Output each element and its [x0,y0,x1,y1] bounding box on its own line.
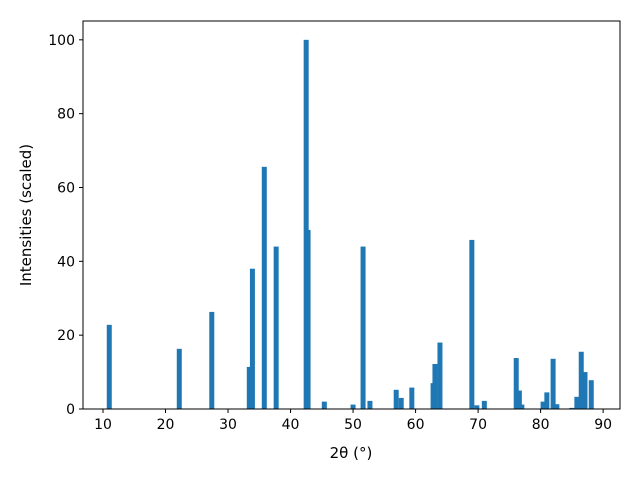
bar [176,348,182,409]
bar [409,387,415,409]
bar [305,229,311,409]
y-tick-label: 100 [48,33,75,49]
y-tick-label: 40 [57,254,75,270]
bar [540,401,546,409]
bar [393,389,399,409]
bar [106,324,112,409]
y-tick-label: 80 [57,107,75,123]
bar [474,405,480,409]
bar [261,166,267,409]
bar [432,363,438,409]
bar [519,404,525,409]
y-tick-label: 20 [57,328,75,344]
y-axis-label: Intensities (scaled) [17,144,35,286]
x-tick-label: 70 [469,417,487,433]
x-tick-label: 40 [282,417,300,433]
x-tick-label: 30 [219,417,237,433]
bar [574,396,580,409]
x-tick-label: 80 [532,417,550,433]
bar [578,351,584,409]
x-tick-label: 20 [157,417,175,433]
bar [367,400,373,409]
bar [246,366,252,409]
bar [582,372,588,409]
bar [398,397,404,409]
y-tick-label: 60 [57,180,75,196]
bar [321,401,327,409]
bar [516,390,522,409]
bar [550,358,556,409]
plot-frame [82,20,621,410]
bar [437,342,443,409]
x-tick-label: 10 [94,417,112,433]
bar [249,268,255,409]
y-tick-label: 0 [66,402,75,418]
bar [569,407,575,409]
x-tick-label: 50 [344,417,362,433]
bar [360,246,366,409]
bar [273,246,279,409]
bar [588,380,594,409]
x-tick-label: 90 [594,417,612,433]
x-axis-label: 2θ (°) [330,444,373,462]
bar [303,39,309,409]
x-tick-label: 60 [407,417,425,433]
bar [513,358,519,409]
bar [350,404,356,409]
bar [209,311,215,409]
bar [544,392,550,409]
bar [469,239,475,409]
bar [481,400,487,409]
bar [554,404,560,409]
